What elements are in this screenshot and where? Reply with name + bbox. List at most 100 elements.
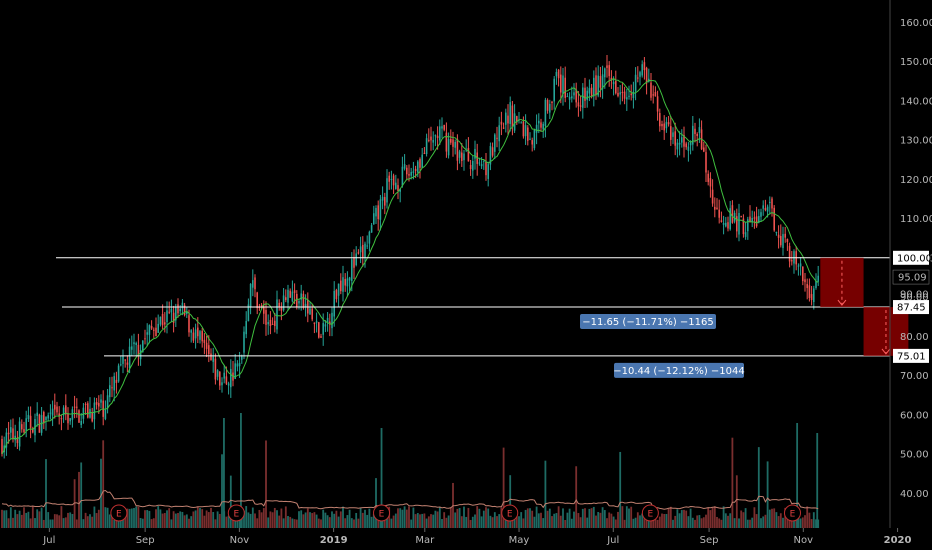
volume-bar [687, 516, 690, 528]
earnings-marker[interactable] [783, 504, 801, 522]
volume-bar [7, 518, 10, 528]
volume-bar [183, 515, 186, 528]
candle-body [784, 233, 786, 238]
candle-body [254, 277, 256, 290]
volume-bar [229, 475, 232, 528]
candle-body [223, 372, 225, 379]
candle-body [71, 409, 74, 420]
volume-bar [511, 515, 514, 528]
volume-bar [267, 517, 270, 528]
volume-bar [177, 513, 179, 528]
candle-body [181, 302, 184, 309]
volume-bar [47, 512, 50, 528]
candle-body [681, 137, 683, 143]
volume-bar [562, 508, 564, 528]
volume-bar [20, 514, 23, 528]
volume-bar [621, 506, 624, 528]
candle-body [718, 209, 720, 218]
candle-body [329, 321, 331, 325]
horizontal-lines[interactable] [56, 257, 890, 357]
candle-body [379, 199, 382, 220]
volume-bar [148, 510, 151, 528]
volume-bar [357, 518, 360, 528]
candle-body [58, 413, 60, 416]
volume-bar [18, 510, 21, 528]
volume-bar [14, 509, 17, 528]
candle-body [355, 253, 357, 266]
candle-body [678, 142, 681, 145]
volume-bar [262, 508, 265, 528]
price-range-measures[interactable]: −11.65 (−11.71%) −1165 −10.44 (−12.12%) −… [580, 257, 909, 378]
y-tick-label: 50.00 [900, 450, 929, 461]
x-tick-label: 2020 [884, 535, 912, 546]
candle-body [452, 139, 454, 147]
earnings-marker[interactable] [110, 504, 128, 522]
candle-body [540, 122, 542, 128]
candle-body [747, 219, 749, 232]
earnings-marker[interactable] [501, 504, 519, 522]
time-axis[interactable]: JulSepNov2019MarMayJulSepNov2020MarMayJu… [42, 528, 932, 546]
volume-bar [287, 516, 289, 528]
earnings-marker[interactable] [641, 504, 659, 522]
volume-bar [306, 508, 309, 528]
volume-bar [247, 512, 250, 528]
volume-bar [280, 508, 283, 528]
volume-bar [705, 514, 707, 528]
earnings-marker[interactable] [227, 504, 245, 522]
candle-body [219, 371, 221, 386]
volume-bar [315, 514, 318, 528]
volume-bar [375, 478, 377, 528]
measure-label-box [580, 314, 716, 330]
candle-body [36, 412, 38, 416]
volume-bar [130, 508, 133, 528]
candle-body [714, 206, 716, 210]
volume-bar [234, 518, 237, 528]
volume-bar [628, 508, 630, 528]
volume-bar [339, 511, 342, 528]
candle-body [766, 206, 769, 212]
candle-body [608, 65, 610, 77]
candle-body [707, 173, 709, 182]
volume-bar [179, 511, 182, 528]
candle-body [601, 74, 604, 89]
candle-body [524, 125, 527, 137]
candle-body [302, 293, 305, 308]
earnings-markers[interactable]: EEEEEEEE [0, 504, 932, 522]
volume-bar [364, 509, 366, 528]
current-price-tag [892, 269, 930, 285]
volume-bar [652, 516, 655, 528]
volume-bar [174, 513, 177, 528]
volume-bar [82, 519, 85, 528]
candle-body [344, 278, 346, 286]
volume-bar [689, 508, 692, 528]
candle-body [166, 310, 168, 323]
y-tick-label: 60.00 [900, 410, 929, 421]
volume-bar [78, 471, 80, 528]
volume-bar [777, 516, 780, 528]
candle-body [293, 290, 296, 293]
candle-body [496, 137, 498, 139]
volume-bar [188, 518, 190, 528]
candle-body [54, 404, 56, 410]
candle-body [749, 216, 751, 222]
candle-body [716, 207, 718, 209]
candle-body [47, 415, 49, 419]
volume-bar [520, 512, 523, 528]
candle-body [703, 147, 705, 152]
price-tags: 100.00 87.45 75.01 95.09 90.00 [892, 250, 932, 363]
candle-body [410, 172, 412, 176]
volume-bar [324, 512, 327, 528]
volume-bar [744, 508, 747, 528]
candle-body [511, 105, 514, 128]
candle-body [366, 245, 368, 247]
candle-body [599, 76, 602, 88]
volume-bar [601, 507, 604, 528]
candle-body [725, 222, 727, 227]
volume-bar [443, 512, 446, 528]
volume-bar [636, 512, 639, 528]
earnings-marker[interactable] [373, 504, 391, 522]
volume-bar [716, 516, 718, 528]
candle-body [263, 306, 265, 314]
volume-bar [680, 510, 683, 528]
